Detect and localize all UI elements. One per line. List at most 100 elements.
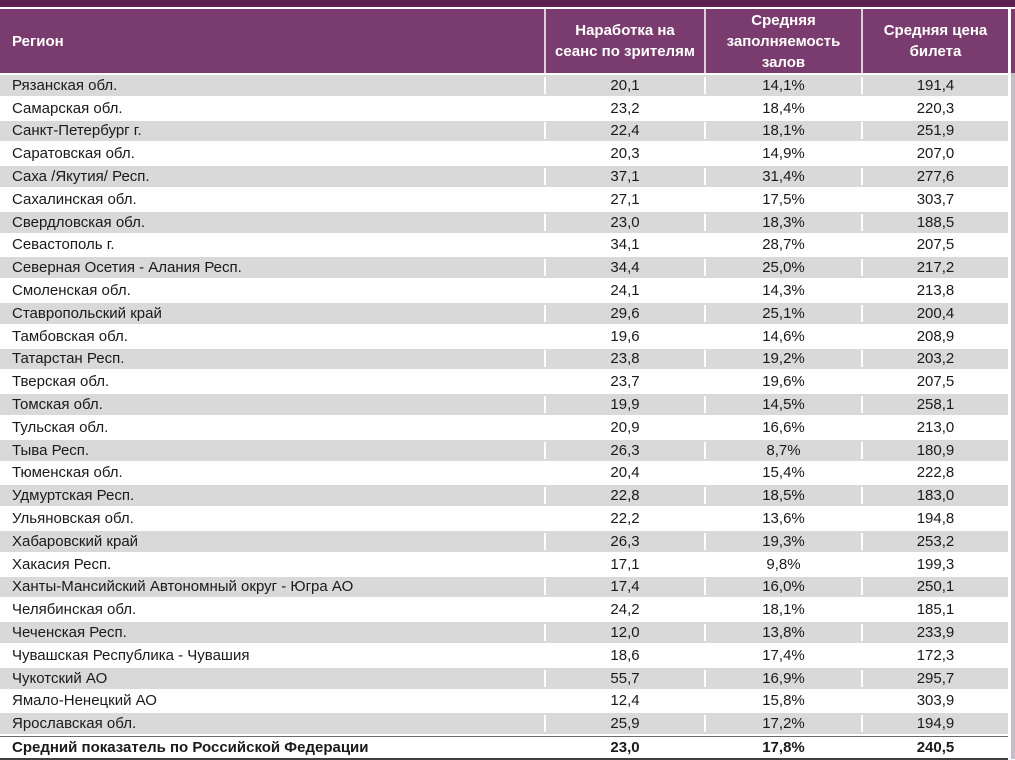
ticket-price-cell: 213,8 (861, 282, 1008, 300)
ticket-price-cell: 220,3 (861, 99, 1008, 117)
column-header-average-ticket-price: Средняя цена билета (861, 9, 1008, 73)
viewers-per-session-cell: 34,1 (544, 236, 704, 254)
region-cell: Сахалинская обл. (12, 190, 137, 208)
ticket-price-cell: 258,1 (861, 396, 1008, 414)
ticket-price-cell: 213,0 (861, 418, 1008, 436)
region-cell: Татарстан Респ. (12, 350, 125, 368)
occupancy-cell: 16,9% (704, 669, 861, 687)
region-cell: Чувашская Республика - Чувашия (12, 646, 250, 664)
occupancy-cell: 25,1% (704, 304, 861, 322)
region-cell: Смоленская обл. (12, 282, 131, 300)
column-header-average-occupancy: Средняя заполняемость залов (704, 9, 861, 73)
table-row: Самарская обл. 23,2 18,4% 220,3 (0, 97, 1008, 119)
occupancy-cell: 14,3% (704, 282, 861, 300)
summary-row: Средний показатель по Российской Федерац… (0, 736, 1008, 758)
table-row: Саратовская обл. 20,3 14,9% 207,0 (0, 143, 1008, 165)
region-cell: Челябинская обл. (12, 601, 137, 619)
table-row: Тверская обл. 23,7 19,6% 207,5 (0, 371, 1008, 393)
ticket-price-cell: 222,8 (861, 464, 1008, 482)
table-row: Ставропольский край 29,6 25,1% 200,4 (0, 302, 1008, 324)
viewers-per-session-cell: 55,7 (544, 669, 704, 687)
table-row: Ярославская обл. 25,9 17,2% 194,9 (0, 713, 1008, 735)
occupancy-cell: 19,2% (704, 350, 861, 368)
occupancy-cell: 13,8% (704, 624, 861, 642)
region-cell: Севастополь г. (12, 236, 115, 254)
ticket-price-cell: 208,9 (861, 327, 1008, 345)
viewers-per-session-cell: 19,6 (544, 327, 704, 345)
table-row: Ханты-Мансийский Автономный округ - Югра… (0, 576, 1008, 598)
ticket-price-cell: 172,3 (861, 646, 1008, 664)
occupancy-cell: 18,1% (704, 122, 861, 140)
table-row: Тамбовская обл. 19,6 14,6% 208,9 (0, 325, 1008, 347)
table-row: Тульская обл. 20,9 16,6% 213,0 (0, 416, 1008, 438)
table-row: Рязанская обл. 20,1 14,1% 191,4 (0, 75, 1008, 96)
summary-value-occupancy: 17,8% (762, 739, 805, 756)
ticket-price-cell: 203,2 (861, 350, 1008, 368)
occupancy-cell: 15,4% (704, 464, 861, 482)
column-header-viewers-per-session: Наработка на сеанс по зрителям (544, 9, 704, 73)
region-cell: Томская обл. (12, 396, 103, 414)
ticket-price-cell: 277,6 (861, 168, 1008, 186)
table-row: Татарстан Респ. 23,8 19,2% 203,2 (0, 348, 1008, 370)
region-cell: Удмуртская Респ. (12, 487, 135, 505)
occupancy-cell: 13,6% (704, 510, 861, 528)
ticket-price-cell: 250,1 (861, 578, 1008, 596)
summary-value-price: 240,5 (916, 739, 955, 756)
viewers-per-session-cell: 34,4 (544, 259, 704, 277)
viewers-per-session-cell: 23,7 (544, 373, 704, 391)
occupancy-cell: 19,6% (704, 373, 861, 391)
right-edge-strip (1011, 9, 1015, 759)
viewers-per-session-cell: 26,3 (544, 441, 704, 459)
ticket-price-cell: 295,7 (861, 669, 1008, 687)
table-row: Удмуртская Респ. 22,8 18,5% 183,0 (0, 485, 1008, 507)
viewers-per-session-cell: 20,4 (544, 464, 704, 482)
occupancy-cell: 18,4% (704, 99, 861, 117)
table-row: Сахалинская обл. 27,1 17,5% 303,7 (0, 188, 1008, 210)
occupancy-cell: 14,5% (704, 396, 861, 414)
viewers-per-session-cell: 37,1 (544, 168, 704, 186)
occupancy-cell: 17,2% (704, 715, 861, 733)
table-row: Чувашская Республика - Чувашия 18,6 17,4% 1… (0, 644, 1008, 666)
regions-statistics-table: Регион Наработка на сеанс по зрителям Ср… (0, 9, 1008, 760)
ticket-price-cell: 183,0 (861, 487, 1008, 505)
ticket-price-cell: 188,5 (861, 213, 1008, 231)
table-row: Санкт-Петербург г. 22,4 18,1% 251,9 (0, 120, 1008, 142)
occupancy-cell: 16,6% (704, 418, 861, 436)
region-cell: Саратовская обл. (12, 145, 135, 163)
occupancy-cell: 9,8% (704, 555, 861, 573)
table-row: Севастополь г. 34,1 28,7% 207,5 (0, 234, 1008, 256)
table-row: Тюменская обл. 20,4 15,4% 222,8 (0, 462, 1008, 484)
summary-label: Средний показатель по Российской Федерац… (12, 739, 369, 756)
table-row: Ульяновская обл. 22,2 13,6% 194,8 (0, 508, 1008, 529)
region-cell: Хабаровский край (12, 532, 139, 550)
table-row: Северная Осетия - Алания Респ. 34,4 25,0% 2… (0, 257, 1008, 279)
viewers-per-session-cell: 12,0 (544, 624, 704, 642)
table-row: Хабаровский край 26,3 19,3% 253,2 (0, 530, 1008, 552)
table-row: Саха /Якутия/ Респ. 37,1 31,4% 277,6 (0, 166, 1008, 187)
region-cell: Северная Осетия - Алания Респ. (12, 259, 242, 277)
viewers-per-session-cell: 25,9 (544, 715, 704, 733)
table-row: Томская обл. 19,9 14,5% 258,1 (0, 394, 1008, 415)
region-cell: Тульская обл. (12, 418, 109, 436)
viewers-per-session-cell: 12,4 (544, 692, 704, 710)
table-row: Свердловская обл. 23,0 18,3% 188,5 (0, 211, 1008, 233)
ticket-price-cell: 191,4 (861, 76, 1008, 94)
table-row: Смоленская обл. 24,1 14,3% 213,8 (0, 280, 1008, 301)
ticket-price-cell: 185,1 (861, 601, 1008, 619)
region-cell: Ямало-Ненецкий АО (12, 692, 157, 710)
viewers-per-session-cell: 22,4 (544, 122, 704, 140)
occupancy-cell: 18,1% (704, 601, 861, 619)
region-cell: Тыва Респ. (12, 441, 90, 459)
occupancy-cell: 19,3% (704, 532, 861, 550)
viewers-per-session-cell: 22,2 (544, 510, 704, 528)
ticket-price-cell: 253,2 (861, 532, 1008, 550)
viewers-per-session-cell: 24,2 (544, 601, 704, 619)
region-cell: Ханты-Мансийский Автономный округ - Югра… (12, 578, 354, 596)
ticket-price-cell: 233,9 (861, 624, 1008, 642)
region-cell: Рязанская обл. (12, 76, 118, 94)
column-header-region: Регион (12, 32, 64, 50)
ticket-price-cell: 200,4 (861, 304, 1008, 322)
region-cell: Самарская обл. (12, 99, 123, 117)
ticket-price-cell: 303,7 (861, 190, 1008, 208)
region-cell: Тверская обл. (12, 373, 110, 391)
